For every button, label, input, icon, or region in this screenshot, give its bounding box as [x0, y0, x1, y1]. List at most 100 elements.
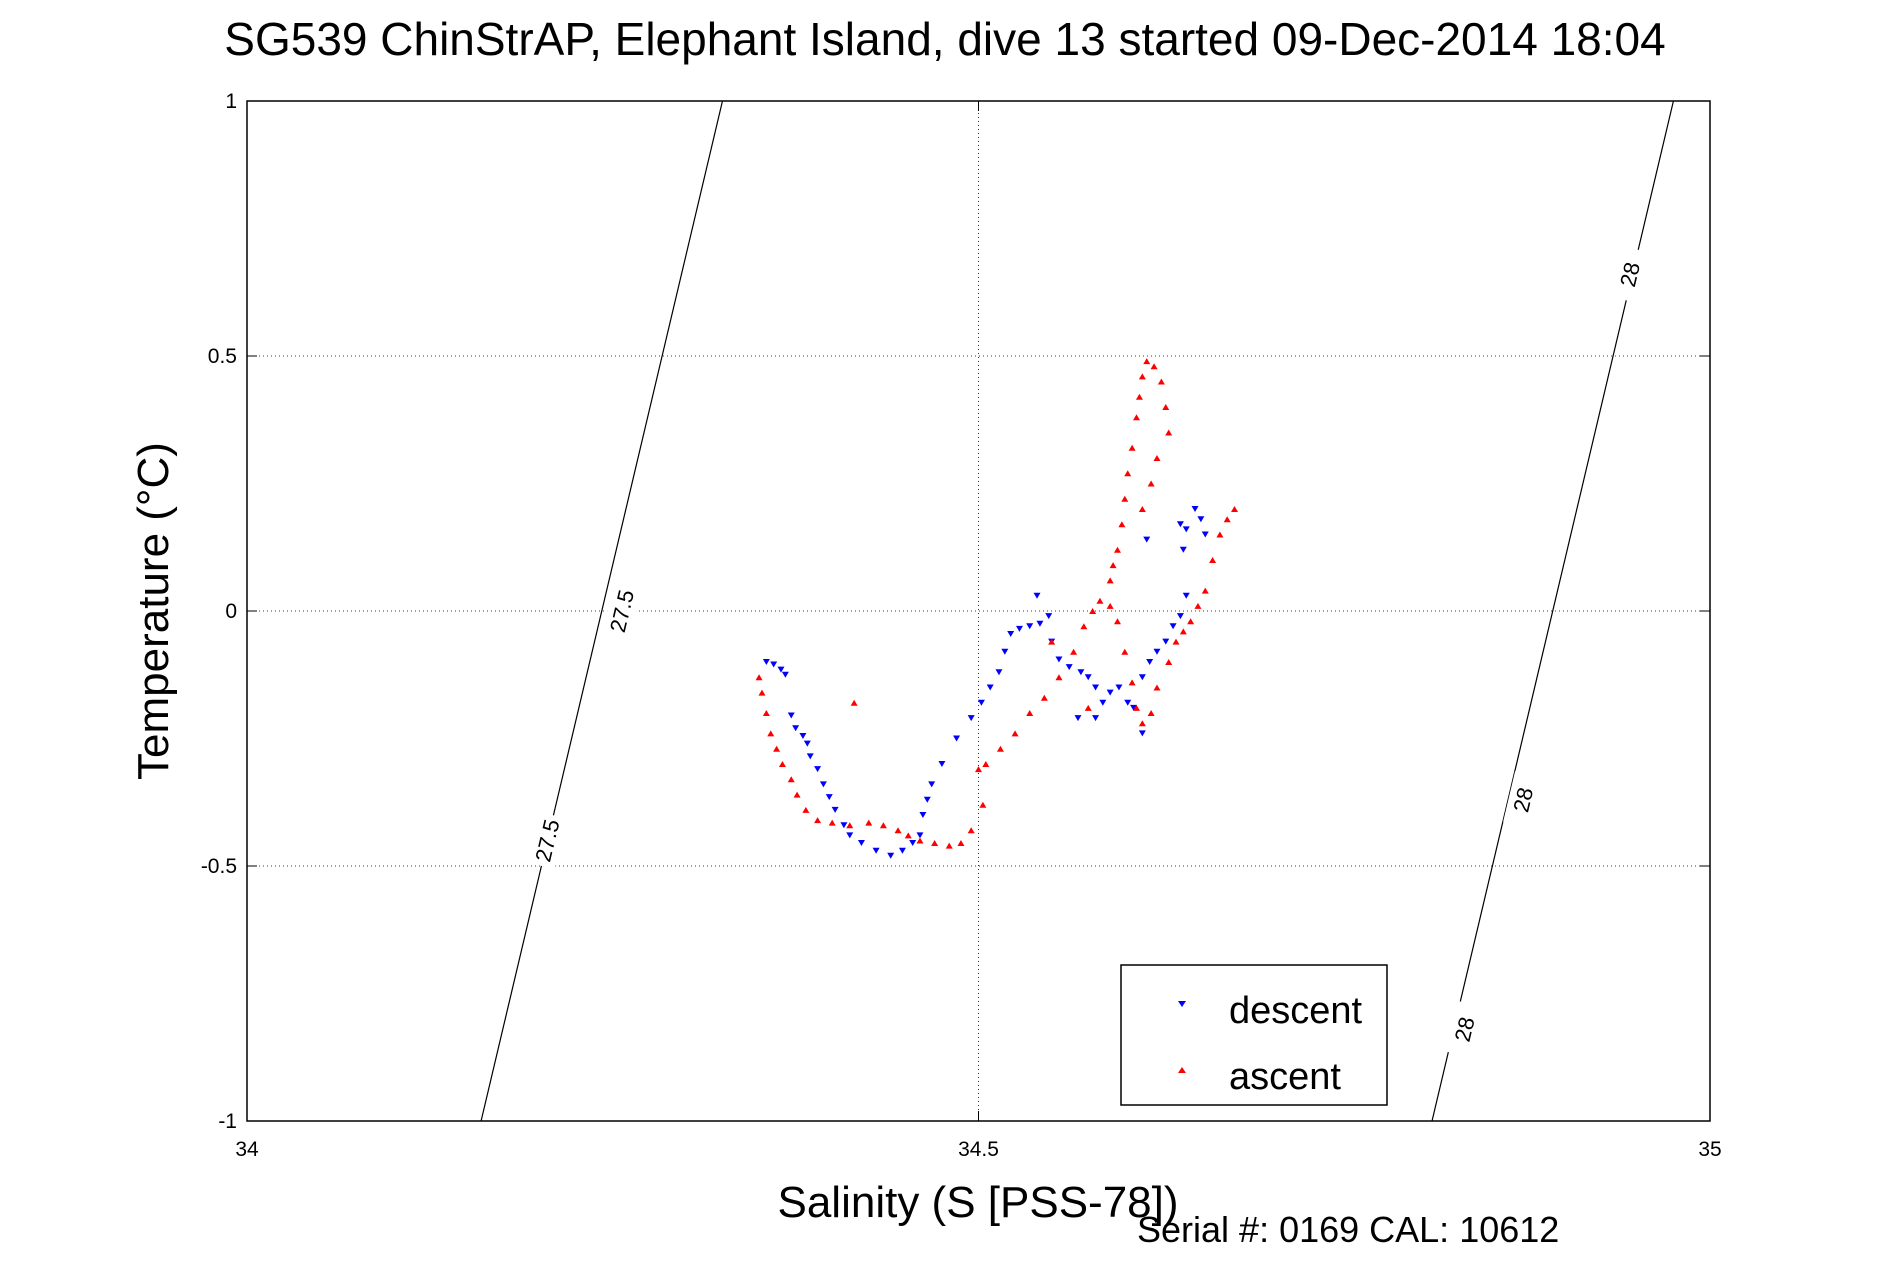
descent-point: [1015, 625, 1023, 632]
ascent-point: [1048, 638, 1056, 645]
descent-point: [803, 740, 811, 747]
descent-point: [953, 735, 961, 742]
descent-point: [762, 659, 770, 665]
ascent-point: [979, 801, 987, 808]
ascent-point: [1147, 480, 1155, 487]
ascent-point: [1070, 648, 1078, 655]
ascent-point: [1124, 470, 1132, 477]
ascent-point: [975, 766, 982, 773]
ascent-point: [904, 832, 912, 839]
isopycnal-label-bg: [1609, 245, 1650, 303]
descent-point: [916, 832, 924, 839]
ascent-point: [762, 710, 770, 716]
descent-point: [1182, 592, 1190, 599]
ascent-point: [879, 822, 887, 829]
descent-point: [1143, 536, 1151, 543]
descent-point: [1033, 592, 1041, 599]
ascent-point: [1150, 363, 1158, 370]
ascent-point: [996, 745, 1004, 752]
descent-point: [986, 684, 994, 691]
chart-title: SG539 ChinStrAP, Elephant Island, dive 1…: [224, 13, 1665, 65]
descent-point: [919, 812, 927, 818]
descent-point: [831, 806, 839, 813]
ascent-point: [916, 837, 924, 844]
y-tick-label: 1: [225, 90, 237, 113]
ascent-point: [787, 776, 795, 783]
ascent-point: [1133, 414, 1141, 421]
descent-point: [799, 732, 807, 739]
legend-descent-label: descent: [1229, 990, 1363, 1032]
descent-point: [1077, 669, 1085, 676]
descent-point: [1130, 704, 1138, 711]
ascent-point: [1026, 710, 1034, 716]
x-tick-label: 34.5: [958, 1138, 999, 1161]
descent-point: [1092, 715, 1100, 722]
ascent-point: [1165, 429, 1173, 436]
descent-point: [1007, 630, 1015, 637]
ascent-point: [945, 842, 953, 849]
ascent-point: [1128, 679, 1136, 686]
descent-point: [1084, 674, 1092, 681]
descent-point: [840, 822, 848, 829]
ascent-point: [1216, 531, 1224, 538]
descent-point: [1182, 526, 1190, 533]
ascent-point: [828, 819, 836, 826]
ascent-point: [957, 840, 965, 847]
descent-point: [898, 847, 906, 854]
ascent-point: [1118, 521, 1126, 528]
ascent-point: [1135, 393, 1143, 400]
legend-box: [1120, 964, 1388, 1106]
descent-point: [1065, 664, 1073, 671]
descent-point: [1074, 715, 1082, 722]
descent-point: [846, 832, 854, 839]
descent-point: [806, 753, 814, 760]
ascent-point: [1096, 597, 1104, 604]
isopycnal-label-group: 28: [1503, 771, 1543, 829]
ascent-point: [1109, 562, 1117, 569]
y-tick-label: -0.5: [201, 855, 237, 878]
ascent-point: [1165, 659, 1173, 665]
descent-point: [1045, 613, 1053, 620]
ascent-point: [1187, 618, 1195, 625]
descent-point: [1179, 546, 1187, 553]
ascent-point: [1143, 358, 1151, 365]
x-tick-label: 35: [1698, 1138, 1721, 1161]
ascent-point: [1106, 602, 1114, 609]
descent-point: [1176, 521, 1184, 528]
descent-point: [977, 699, 985, 706]
descent-point: [1036, 620, 1044, 627]
ascent-point: [1121, 648, 1129, 655]
legend-descent-marker: [1178, 1001, 1186, 1007]
ascent-point: [1113, 618, 1121, 625]
descent-point: [938, 761, 946, 767]
descent-point: [814, 766, 822, 773]
ascent-point: [1194, 602, 1202, 609]
descent-point: [872, 847, 880, 854]
ascent-point: [755, 674, 763, 681]
descent-point: [1201, 531, 1209, 538]
descent-point: [819, 781, 827, 788]
ascent-point: [846, 822, 854, 829]
x-axis-label: Salinity (S [PSS-78]): [777, 1178, 1178, 1227]
legend-ascent-label: ascent: [1229, 1056, 1341, 1098]
descent-point: [1176, 613, 1184, 620]
ascent-point: [1157, 378, 1165, 385]
axis-labels: Salinity (S [PSS-78]) Temperature (°C): [129, 442, 1179, 1227]
ascent-point: [778, 761, 786, 767]
ascent-point: [967, 827, 975, 834]
ascent-point: [773, 745, 781, 752]
descent-point: [770, 661, 778, 668]
descent-point: [1124, 699, 1132, 706]
isopycnal-label-bg: [527, 811, 567, 870]
isopycnal-label-bg: [601, 582, 642, 640]
descent-point: [777, 666, 785, 673]
ascent-point: [1113, 546, 1121, 553]
y-axis-label: Temperature (°C): [129, 442, 178, 780]
descent-point: [1138, 674, 1146, 681]
isopycnal-label-bg: [1503, 771, 1543, 829]
ascent-point: [1231, 506, 1239, 512]
ascent-point: [1040, 694, 1048, 701]
ascent-point: [894, 827, 902, 834]
